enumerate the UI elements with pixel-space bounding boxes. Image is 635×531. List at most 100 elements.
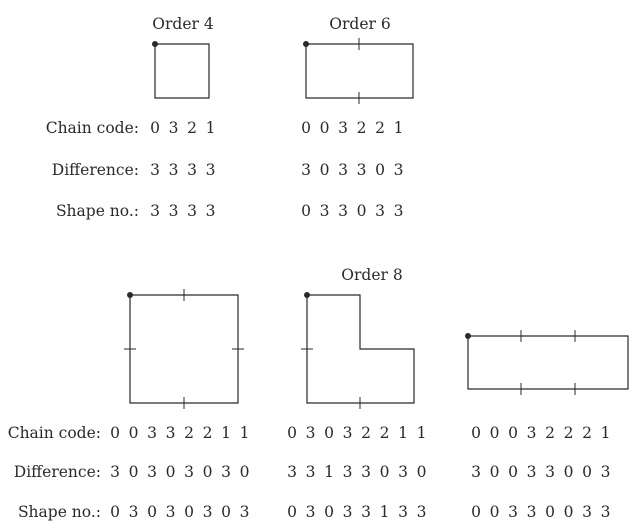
o8b-shape-digit: 3 — [343, 503, 353, 521]
o8a-chain-digit: 2 — [184, 424, 194, 442]
o6-chain-digit: 2 — [357, 119, 367, 137]
o6-chain-digit: 0 — [320, 119, 330, 137]
difference-label-top: Difference: — [52, 161, 139, 179]
o4-chain-digit: 1 — [206, 119, 216, 137]
o8c-chain-digit: 0 — [471, 424, 481, 442]
o8c-chain-digit: 1 — [601, 424, 611, 442]
o8a-shape-digit: 3 — [129, 503, 139, 521]
o4-difference-digit: 3 — [150, 161, 160, 179]
o8a-difference-digit: 0 — [203, 463, 213, 481]
o8c-shape-digit: 0 — [564, 503, 574, 521]
o8c-chain-digit: 0 — [490, 424, 500, 442]
o6-chain-digit: 3 — [338, 119, 348, 137]
o8c-shape-digit: 3 — [601, 503, 611, 521]
o8a-difference-digit: 0 — [166, 463, 176, 481]
o8b-shape-digit: 3 — [361, 503, 371, 521]
o8a-shape-digit: 3 — [166, 503, 176, 521]
o8b-difference-digit: 3 — [361, 463, 371, 481]
o8c-chain-digit: 0 — [508, 424, 518, 442]
o8a-shape-digit: 0 — [221, 503, 231, 521]
o4-shape-digit: 3 — [150, 202, 160, 220]
o8b-difference-digit: 0 — [417, 463, 427, 481]
o8b-chain-digit: 2 — [380, 424, 390, 442]
o8b-chain-digit: 1 — [417, 424, 427, 442]
o4-chain-digit: 3 — [169, 119, 179, 137]
o8b-shape-digit: 3 — [306, 503, 316, 521]
o8b-chain-digit: 0 — [287, 424, 297, 442]
o8b-difference-digit: 1 — [324, 463, 334, 481]
o8b-difference-digit: 3 — [306, 463, 316, 481]
o6-shape-digit: 3 — [320, 202, 330, 220]
o8a-difference-digit: 3 — [147, 463, 157, 481]
order-8c-shape — [465, 330, 629, 395]
o8b-chain-digit: 0 — [324, 424, 334, 442]
o8a-shape-digit: 3 — [203, 503, 213, 521]
order-4-title: Order 4 — [152, 15, 214, 33]
shape-no-label-bottom: Shape no.: — [18, 503, 101, 521]
order-4-boundary — [154, 43, 210, 99]
order-8c-boundary — [467, 335, 629, 390]
o8c-difference-digit: 3 — [601, 463, 611, 481]
o8a-difference-digit: 3 — [110, 463, 120, 481]
o6-chain-digit: 0 — [301, 119, 311, 137]
o8b-chain-digit: 2 — [361, 424, 371, 442]
o8c-shape-digit: 3 — [508, 503, 518, 521]
o4-shape-digit: 3 — [187, 202, 197, 220]
o6-chain-digit: 1 — [394, 119, 404, 137]
order-4-shape — [152, 41, 210, 99]
o8c-shape-digit: 3 — [527, 503, 537, 521]
o6-difference-digit: 3 — [357, 161, 367, 179]
o8a-shape-digit: 0 — [147, 503, 157, 521]
o8b-shape-digit: 0 — [287, 503, 297, 521]
o6-shape-digit: 3 — [394, 202, 404, 220]
o8b-difference-digit: 3 — [287, 463, 297, 481]
start-point-dot — [152, 41, 158, 47]
o8b-shape-digit: 0 — [324, 503, 334, 521]
o6-shape-digit: 0 — [357, 202, 367, 220]
o6-shape-digit: 3 — [375, 202, 385, 220]
o8c-difference-digit: 3 — [471, 463, 481, 481]
chain-code-label-bottom: Chain code: — [8, 424, 101, 442]
o6-difference-digit: 3 — [394, 161, 404, 179]
o8c-chain-digit: 2 — [545, 424, 555, 442]
o8a-shape-digit: 0 — [184, 503, 194, 521]
o8a-difference-digit: 3 — [184, 463, 194, 481]
o8a-chain-digit: 0 — [129, 424, 139, 442]
o8c-shape-digit: 0 — [471, 503, 481, 521]
o8a-difference-digit: 0 — [240, 463, 250, 481]
o8c-difference-digit: 0 — [490, 463, 500, 481]
o8c-chain-digit: 2 — [582, 424, 592, 442]
o6-chain-digit: 2 — [375, 119, 385, 137]
o6-difference-digit: 3 — [301, 161, 311, 179]
o8c-shape-digit: 3 — [582, 503, 592, 521]
start-point-dot — [465, 333, 471, 339]
o4-shape-digit: 3 — [169, 202, 179, 220]
o8b-shape-digit: 3 — [398, 503, 408, 521]
o8b-difference-digit: 0 — [380, 463, 390, 481]
order-6-title: Order 6 — [329, 15, 390, 33]
o6-shape-digit: 3 — [338, 202, 348, 220]
o4-shape-digit: 3 — [206, 202, 216, 220]
start-point-dot — [303, 41, 309, 47]
order-8b-boundary — [306, 294, 415, 404]
o8c-difference-digit: 0 — [582, 463, 592, 481]
o4-difference-digit: 3 — [169, 161, 179, 179]
o6-difference-digit: 3 — [338, 161, 348, 179]
o4-chain-digit: 2 — [187, 119, 197, 137]
o6-shape-digit: 0 — [301, 202, 311, 220]
o8c-shape-digit: 0 — [490, 503, 500, 521]
o8a-chain-digit: 1 — [221, 424, 231, 442]
o8c-difference-digit: 3 — [527, 463, 537, 481]
o8c-shape-digit: 0 — [545, 503, 555, 521]
start-point-dot — [304, 292, 310, 298]
sequence-digits: 0 3 2 13 3 3 33 3 3 30 0 3 2 2 13 0 3 3 0 30 3 3 0 3 30 0 3 3 2 2 1 13 0… — [110, 119, 610, 521]
o8b-difference-digit: 3 — [343, 463, 353, 481]
order-8a-boundary — [129, 294, 239, 404]
o8c-chain-digit: 2 — [564, 424, 574, 442]
o8a-chain-digit: 0 — [110, 424, 120, 442]
o6-difference-digit: 0 — [375, 161, 385, 179]
o4-difference-digit: 3 — [206, 161, 216, 179]
o8b-shape-digit: 3 — [417, 503, 427, 521]
o8b-shape-digit: 1 — [380, 503, 390, 521]
o8c-difference-digit: 0 — [508, 463, 518, 481]
